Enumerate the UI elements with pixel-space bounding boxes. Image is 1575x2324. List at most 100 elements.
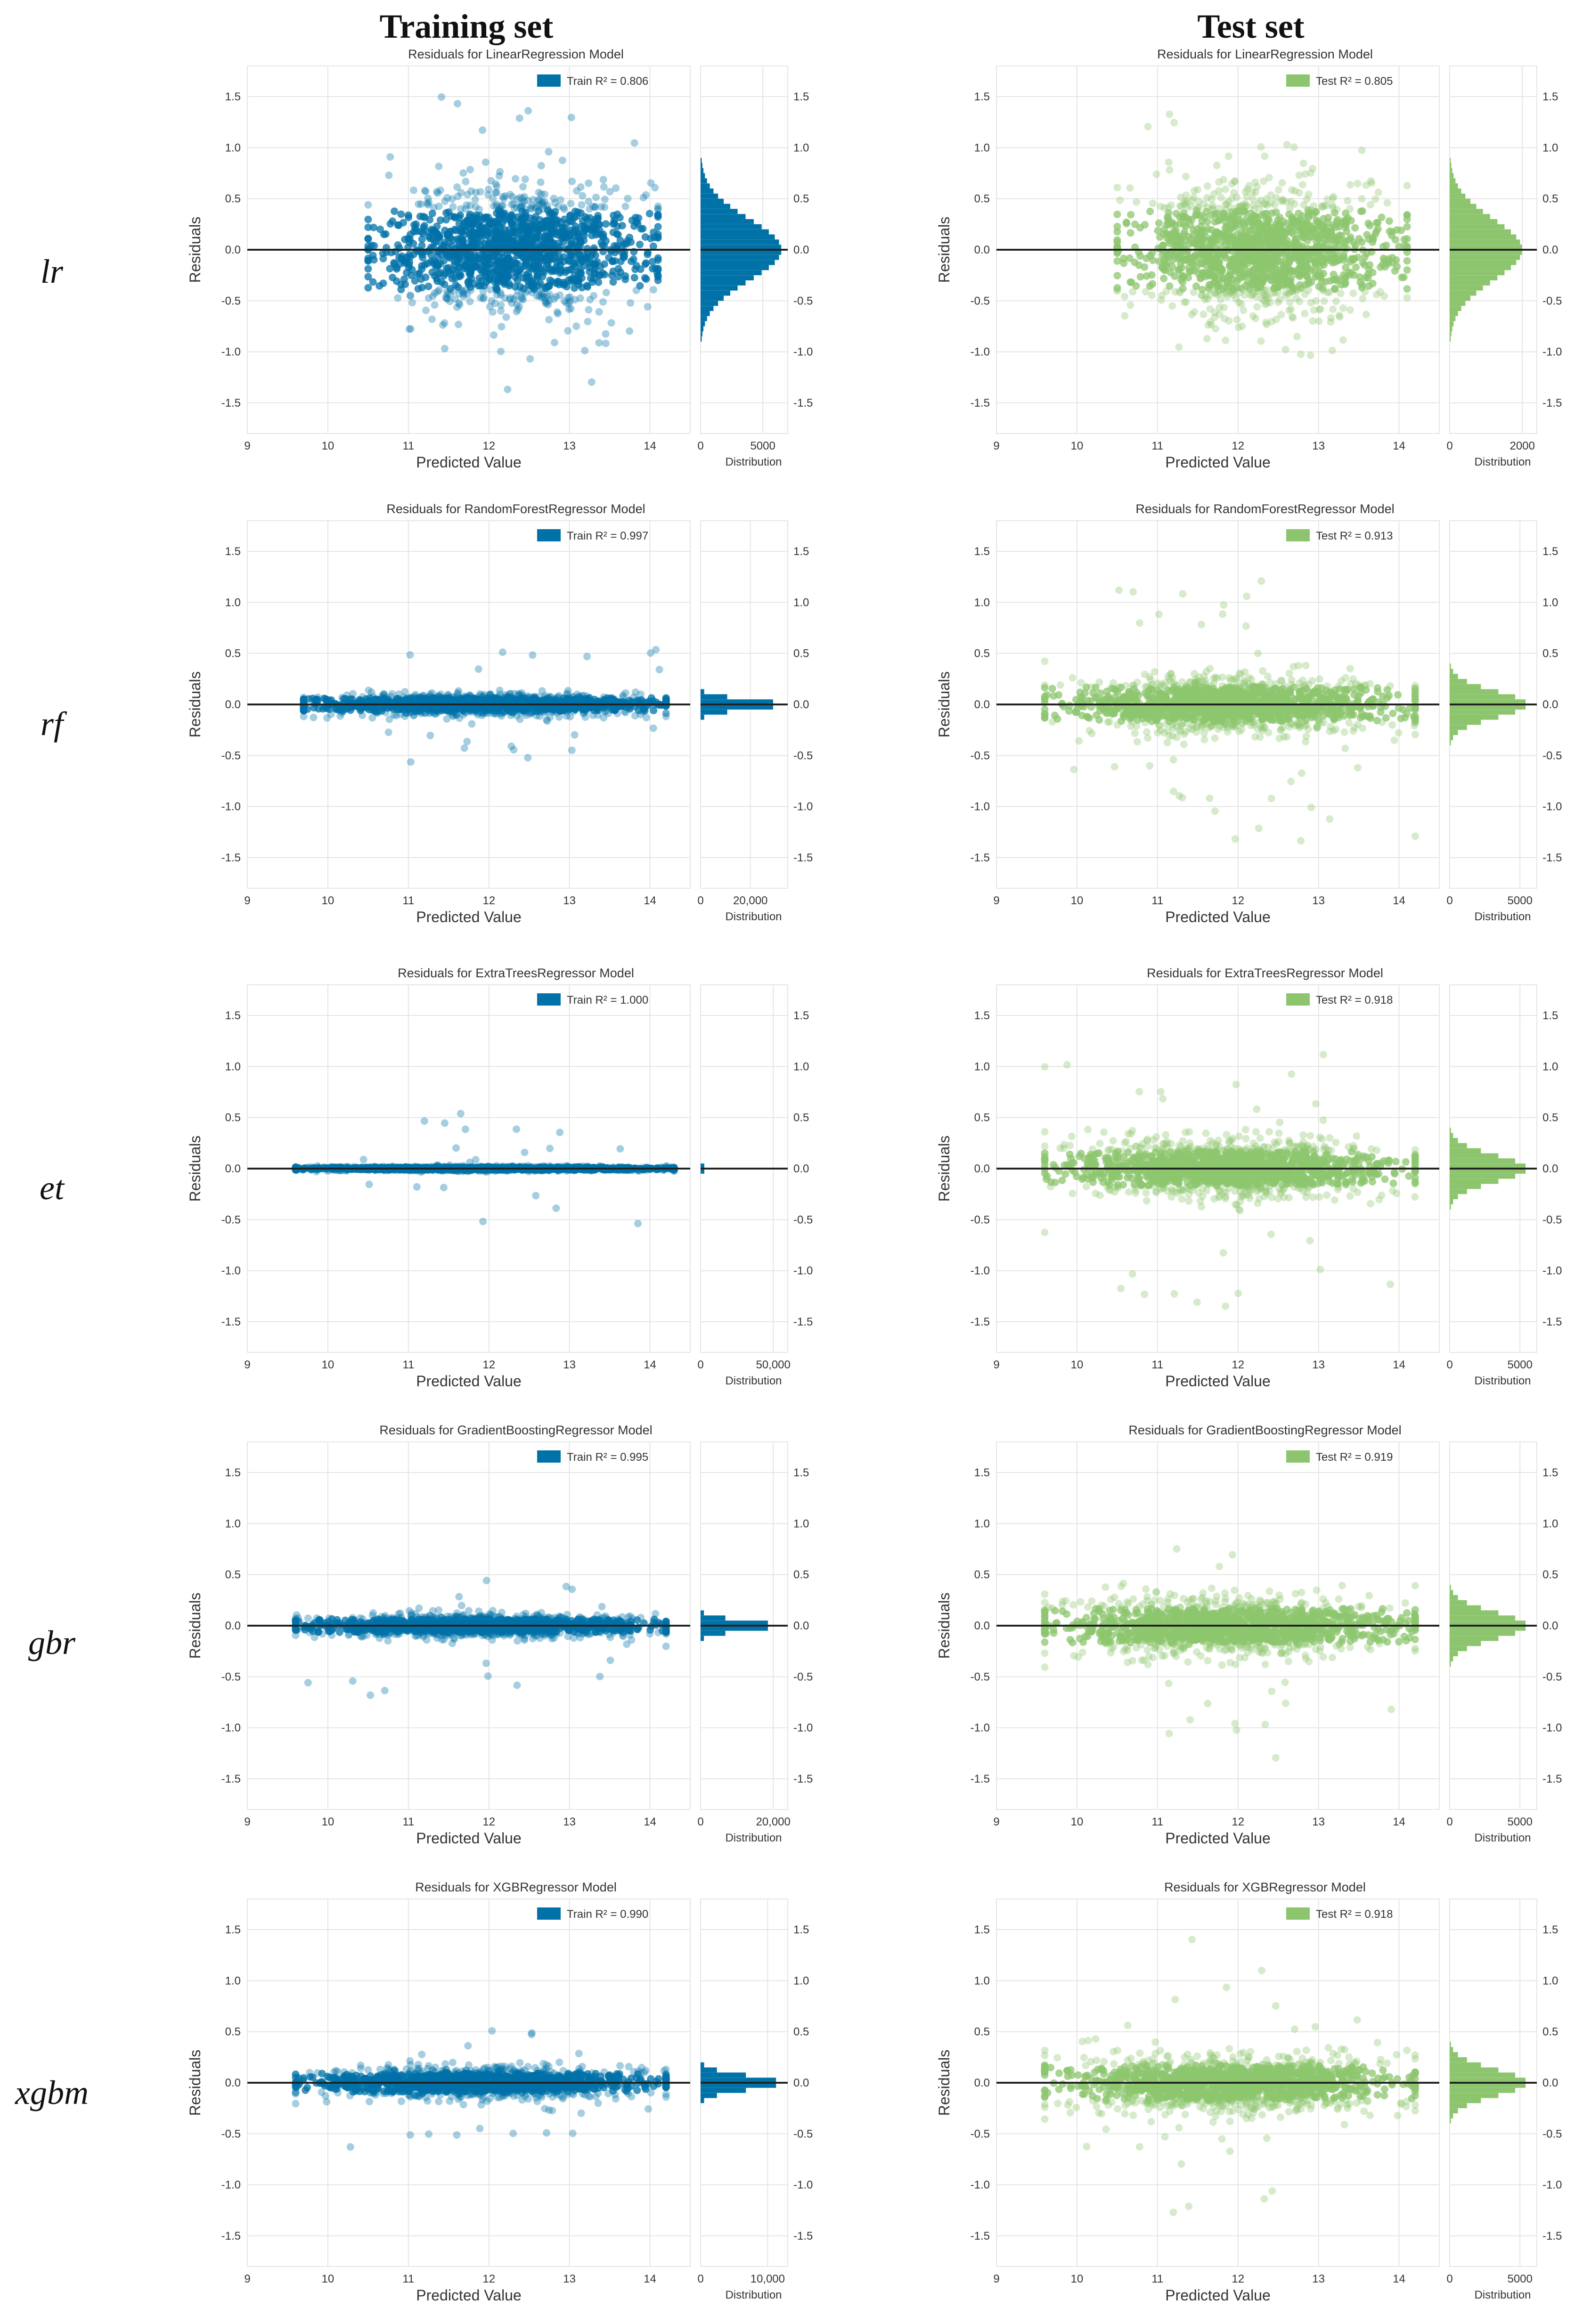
scatter-point	[1261, 153, 1268, 160]
scatter-point	[424, 283, 432, 290]
hist-tick-label: 0	[697, 440, 703, 452]
scatter-point	[1336, 231, 1343, 239]
y-tick-label: -0.5	[221, 749, 241, 762]
hist-bar	[701, 158, 702, 163]
scatter-point	[554, 308, 561, 316]
scatter-point	[654, 265, 662, 272]
scatter-point	[1296, 172, 1303, 179]
scatter-point	[490, 331, 498, 339]
scatter-point	[1289, 217, 1297, 224]
hist-bar	[1450, 275, 1497, 280]
scatter-point	[1146, 208, 1154, 215]
scatter-point	[571, 222, 579, 230]
hist-bar	[1450, 219, 1497, 224]
scatter-point	[460, 711, 467, 719]
scatter-point	[401, 712, 408, 720]
scatter-point	[1149, 200, 1157, 207]
scatter-point	[407, 758, 415, 766]
scatter-point	[568, 746, 576, 754]
scatter-point	[438, 93, 445, 101]
scatter-point	[455, 321, 462, 328]
scatter-point	[600, 183, 608, 191]
scatter-point	[441, 319, 449, 327]
scatter-point	[1307, 299, 1315, 306]
scatter-point	[456, 273, 463, 280]
y-tick-label: 1.5	[225, 90, 241, 103]
x-axis-label: Predicted Value	[1165, 454, 1271, 471]
scatter-point	[1113, 257, 1121, 265]
hist-bar	[1450, 286, 1483, 291]
scatter-point	[1330, 236, 1337, 244]
hist-bar	[701, 689, 704, 695]
scatter-point	[634, 220, 642, 227]
scatter-point	[568, 178, 576, 185]
scatter-point	[1233, 316, 1241, 324]
scatter-point	[389, 274, 396, 281]
scatter-point	[364, 254, 372, 262]
scatter-point	[606, 188, 614, 196]
row-label-gbr: gbr	[28, 1624, 76, 1661]
scatter-point	[464, 191, 471, 198]
scatter-point	[1315, 306, 1323, 313]
scatter-point	[1352, 242, 1359, 249]
hist-y-tick-label: 0.5	[1542, 193, 1558, 205]
legend: Train R² = 0.806	[537, 74, 648, 88]
scatter-point	[584, 221, 592, 229]
scatter-point	[1257, 258, 1265, 266]
scatter-point	[1253, 303, 1261, 311]
hist-bar	[701, 291, 730, 296]
scatter-point	[421, 187, 429, 194]
scatter-point	[1334, 277, 1342, 285]
scatter-point	[1299, 181, 1306, 188]
y-tick-label: -1.0	[221, 346, 241, 359]
scatter-point	[561, 205, 568, 213]
scatter-point	[386, 153, 394, 161]
scatter-point	[449, 275, 456, 282]
scatter-point	[1174, 236, 1181, 243]
scatter-point	[1221, 315, 1228, 323]
scatter-point	[506, 294, 514, 302]
scatter-point	[501, 192, 509, 200]
scatter-point	[516, 228, 524, 235]
scatter-point	[1233, 194, 1240, 201]
scatter-point	[434, 288, 441, 295]
scatter-point	[457, 286, 465, 294]
scatter-point	[1300, 252, 1307, 259]
scatter-point	[1223, 213, 1231, 220]
scatter-point	[1134, 738, 1141, 745]
scatter-point	[654, 234, 662, 242]
scatter-point	[1070, 766, 1077, 773]
scatter-point	[496, 172, 503, 180]
scatter-point	[1249, 291, 1256, 298]
scatter-point	[601, 204, 608, 211]
scatter-point	[516, 115, 523, 122]
legend-label: Train R² = 0.997	[567, 530, 648, 542]
hist-bar	[1450, 183, 1458, 188]
y-tick-label: -1.0	[971, 346, 990, 359]
scatter-point	[1223, 200, 1231, 208]
scatter-point	[583, 653, 591, 660]
scatter-point	[510, 746, 517, 753]
scatter-point	[406, 258, 413, 266]
scatter-point	[364, 284, 372, 292]
legend: Test R² = 0.805	[1286, 74, 1393, 88]
hist-y-tick-label: 1.5	[793, 90, 809, 103]
scatter-point	[1257, 143, 1265, 151]
scatter-point	[1165, 158, 1173, 166]
scatter-point	[1214, 217, 1222, 225]
scatter-point	[1286, 288, 1293, 296]
y-axis-label: Residuals	[187, 217, 204, 283]
scatter-point	[435, 163, 442, 170]
scatter-point	[592, 225, 599, 233]
scatter-point	[574, 275, 582, 282]
scatter-point	[527, 237, 535, 244]
scatter-point	[424, 228, 431, 236]
scatter-point	[480, 215, 487, 222]
scatter-point	[1278, 179, 1286, 187]
scatter-point	[1268, 210, 1276, 217]
scatter-point	[369, 278, 377, 286]
scatter-point	[546, 211, 554, 218]
